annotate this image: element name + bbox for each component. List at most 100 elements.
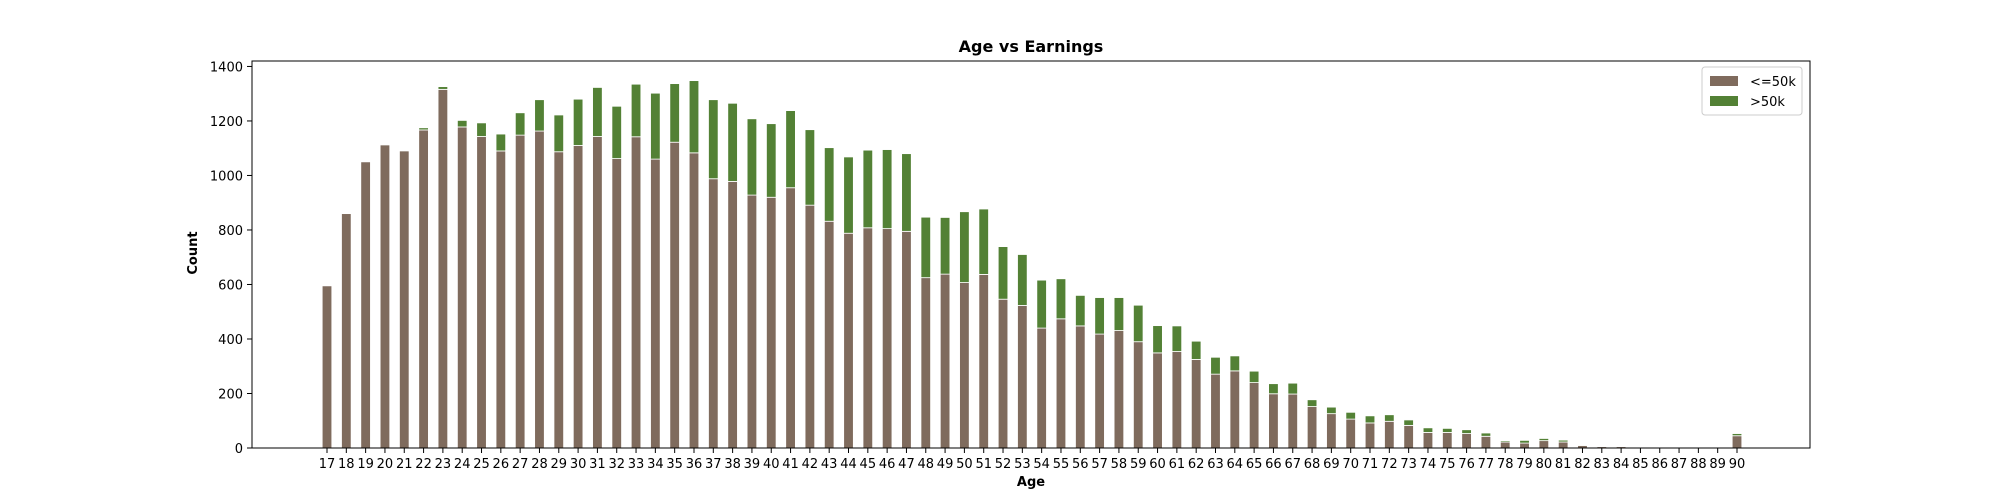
bar-gt50k: [476, 122, 487, 137]
bar-le50k: [959, 282, 970, 449]
bar-gt50k: [1171, 325, 1183, 352]
bar-gt50k: [1480, 432, 1492, 437]
bar-gt50k: [1036, 279, 1047, 329]
x-tick-label: 60: [1149, 457, 1166, 472]
y-tick-label: 1400: [210, 60, 243, 75]
bar-le50k: [823, 220, 835, 449]
x-tick-label: 66: [1265, 457, 1282, 472]
bar-le50k: [514, 134, 526, 449]
bar-gt50k: [1210, 356, 1221, 375]
bar-gt50k: [1075, 294, 1086, 327]
plot-frame: [251, 60, 1811, 449]
x-tick-label: 30: [570, 457, 587, 472]
bar-gt50k: [1499, 440, 1511, 443]
bar-le50k: [978, 273, 989, 449]
x-tick-label: 43: [821, 457, 838, 472]
x-tick-label: 84: [1613, 457, 1630, 472]
x-tick-label: 18: [338, 457, 355, 472]
bar-gt50k: [766, 123, 777, 198]
bar-le50k: [843, 232, 854, 449]
bar-le50k: [901, 230, 912, 449]
y-tick-label: 400: [218, 333, 243, 348]
x-tick-label: 68: [1304, 457, 1321, 472]
x-tick-label: 72: [1381, 457, 1398, 472]
bar-le50k: [1094, 333, 1105, 449]
bar-gt50k: [1422, 427, 1434, 433]
bar-gt50k: [1519, 439, 1530, 444]
x-tick-label: 54: [1033, 457, 1050, 472]
bar-gt50k: [495, 133, 507, 152]
x-tick-label: 44: [840, 457, 857, 472]
bar-le50k: [1499, 441, 1511, 449]
bar-le50k: [766, 196, 777, 449]
bar-le50k: [881, 228, 893, 449]
bar-gt50k: [1731, 433, 1743, 437]
x-tick-label: 40: [763, 457, 780, 472]
x-tick-label: 77: [1478, 457, 1495, 472]
bar-gt50k: [746, 118, 758, 196]
bar-le50k: [1190, 359, 1202, 449]
x-tick-label: 36: [686, 457, 703, 472]
bar-gt50k: [1017, 254, 1028, 306]
bar-gt50k: [1693, 446, 1704, 448]
bar-gt50k: [862, 149, 874, 229]
x-tick-label: 57: [1091, 457, 1108, 472]
x-tick-label: 75: [1439, 457, 1456, 472]
bar-le50k: [1055, 318, 1067, 449]
x-tick-label: 74: [1420, 457, 1437, 472]
bar-gt50k: [843, 156, 854, 234]
x-tick-label: 53: [1014, 457, 1031, 472]
bar-gt50k: [804, 129, 816, 206]
y-tick-label: 600: [218, 278, 243, 293]
bar-gt50k: [650, 92, 661, 160]
bar-le50k: [592, 136, 603, 449]
x-tick-label: 24: [454, 457, 471, 472]
x-tick-label: 28: [531, 457, 548, 472]
x-tick-label: 19: [357, 457, 374, 472]
x-tick-label: 73: [1400, 457, 1417, 472]
x-tick-label: 52: [995, 457, 1012, 472]
bar-gt50k: [1461, 429, 1472, 434]
bar-gt50k: [572, 98, 584, 146]
bar-gt50k: [939, 217, 951, 275]
x-tick-label: 21: [396, 457, 413, 472]
x-tick-label: 82: [1574, 457, 1591, 472]
bar-gt50k: [1152, 325, 1163, 354]
bar-le50k: [456, 126, 468, 449]
bar-le50k: [650, 158, 661, 449]
bar-le50k: [1017, 305, 1028, 449]
bar-le50k: [997, 298, 1009, 449]
y-tick-label: 0: [235, 442, 243, 457]
x-tick-label: 25: [473, 457, 490, 472]
x-tick-label: 78: [1497, 457, 1514, 472]
bar-gt50k: [1442, 427, 1453, 433]
bar-gt50k: [1133, 304, 1144, 343]
x-tick-label: 34: [647, 457, 664, 472]
bar-gt50k: [1326, 406, 1337, 415]
x-tick-label: 51: [975, 457, 992, 472]
x-tick-label: 61: [1169, 457, 1186, 472]
bar-le50k: [341, 213, 352, 449]
x-axis-label: Age: [1017, 475, 1045, 490]
x-tick-label: 70: [1342, 457, 1359, 472]
x-tick-label: 55: [1053, 457, 1070, 472]
bar-gt50k: [1596, 445, 1608, 448]
x-tick-label: 79: [1516, 457, 1533, 472]
bar-le50k: [360, 161, 371, 449]
chart-title: Age vs Earnings: [959, 37, 1104, 56]
x-tick-label: 23: [435, 457, 452, 472]
bar-le50k: [746, 194, 758, 449]
x-tick-label: 46: [879, 457, 896, 472]
bar-gt50k: [1364, 415, 1376, 424]
x-tick-label: 56: [1072, 457, 1089, 472]
bar-le50k: [611, 158, 622, 449]
x-tick-label: 47: [898, 457, 915, 472]
bar-le50k: [1519, 442, 1530, 449]
x-tick-label: 88: [1690, 457, 1707, 472]
bar-gt50k: [514, 112, 526, 136]
x-tick-label: 20: [377, 457, 394, 472]
bar-gt50k: [920, 216, 932, 279]
bar-gt50k: [708, 99, 719, 180]
bar-le50k: [495, 150, 507, 449]
x-tick-label: 87: [1671, 457, 1688, 472]
